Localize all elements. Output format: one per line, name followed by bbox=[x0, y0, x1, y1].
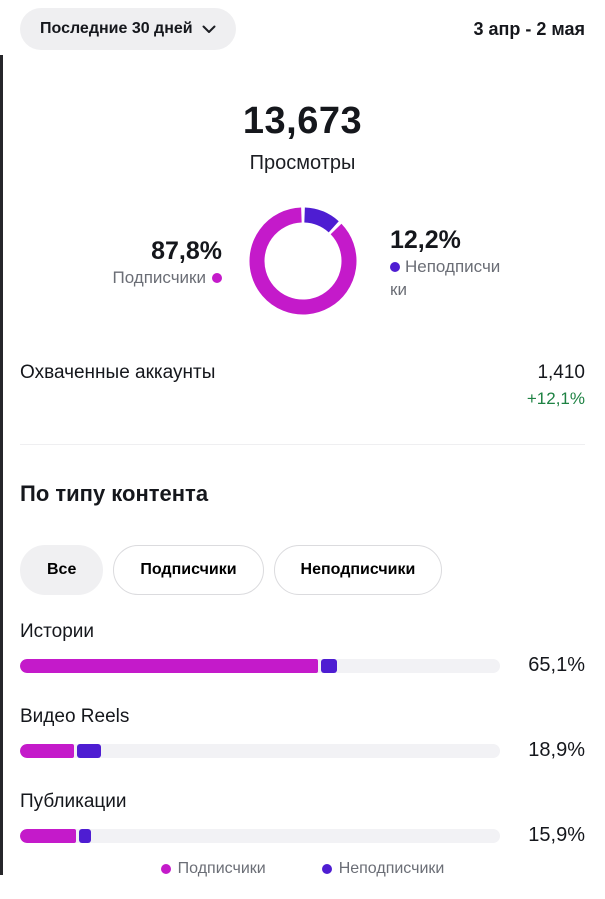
nonfollowers-bar-segment bbox=[321, 658, 337, 673]
nonfollowers-bar-segment bbox=[77, 743, 102, 758]
filter-pill-подписчики[interactable]: Подписчики bbox=[113, 545, 264, 595]
content-type-label: Истории bbox=[20, 621, 95, 642]
filter-pill-неподписчики[interactable]: Неподписчики bbox=[273, 545, 443, 595]
bar-track bbox=[20, 743, 500, 758]
views-donut-chart bbox=[249, 207, 357, 315]
section-divider bbox=[20, 444, 585, 445]
reached-accounts-label: Охваченные аккаунты bbox=[20, 362, 216, 383]
content-type-row: Истории 65,1% bbox=[20, 620, 585, 677]
legend-dot-icon bbox=[160, 864, 171, 874]
content-type-bars: Истории 65,1% Видео Reels 18,9% Публикац… bbox=[20, 620, 585, 875]
content-type-value: 65,1% bbox=[528, 654, 585, 676]
content-type-label: Публикации bbox=[20, 791, 127, 812]
nonfollowers-pct: 12,2% bbox=[390, 226, 461, 254]
legend-dot-icon bbox=[321, 864, 332, 874]
legend-item-подписчики: Подписчики bbox=[160, 860, 266, 878]
views-total: 13,673 bbox=[242, 100, 363, 142]
nonfollowers-label: Неподписчики bbox=[390, 257, 501, 299]
followers-label: Подписчики bbox=[20, 266, 222, 289]
chevron-down-icon bbox=[202, 25, 216, 34]
bar-track bbox=[20, 658, 500, 673]
reached-accounts-value: 1,410 bbox=[537, 362, 585, 383]
followers-bar-segment bbox=[20, 828, 77, 843]
period-selector-label: Последние 30 дней bbox=[40, 20, 193, 37]
content-type-row: Публикации 15,9% bbox=[20, 790, 585, 847]
period-selector-button[interactable]: Последние 30 дней bbox=[20, 8, 236, 50]
content-type-label: Видео Reels bbox=[20, 706, 130, 727]
nonfollowers-donut-label: 12,2% Неподписчики bbox=[390, 226, 502, 301]
content-type-value: 15,9% bbox=[528, 824, 585, 846]
followers-pct: 87,8% bbox=[151, 237, 222, 265]
date-range-label: 3 апр - 2 мая bbox=[473, 19, 586, 39]
reached-accounts-delta: +12,1% bbox=[526, 389, 585, 408]
views-metric-label: Просмотры bbox=[249, 152, 356, 174]
content-type-section-title: По типу контента bbox=[20, 481, 209, 506]
filter-pill-все[interactable]: Все bbox=[20, 545, 104, 595]
followers-donut-label: 87,8% Подписчики bbox=[20, 237, 222, 289]
followers-bar-segment bbox=[20, 743, 75, 758]
audience-filter-group: Все Подписчики Неподписчики bbox=[20, 545, 443, 595]
content-type-value: 18,9% bbox=[528, 739, 585, 761]
legend-item-неподписчики: Неподписчики bbox=[321, 860, 444, 878]
nonfollowers-dot-icon bbox=[390, 261, 400, 272]
chart-legend: Подписчики Неподписчики bbox=[0, 860, 605, 878]
followers-dot-icon bbox=[212, 272, 222, 283]
screenshot-edge-artifact bbox=[0, 55, 3, 875]
header: Последние 30 дней 3 апр - 2 мая bbox=[20, 8, 585, 50]
bar-track bbox=[20, 828, 500, 843]
followers-bar-segment bbox=[20, 658, 319, 673]
content-type-row: Видео Reels 18,9% bbox=[20, 705, 585, 762]
nonfollowers-bar-segment bbox=[79, 828, 92, 843]
